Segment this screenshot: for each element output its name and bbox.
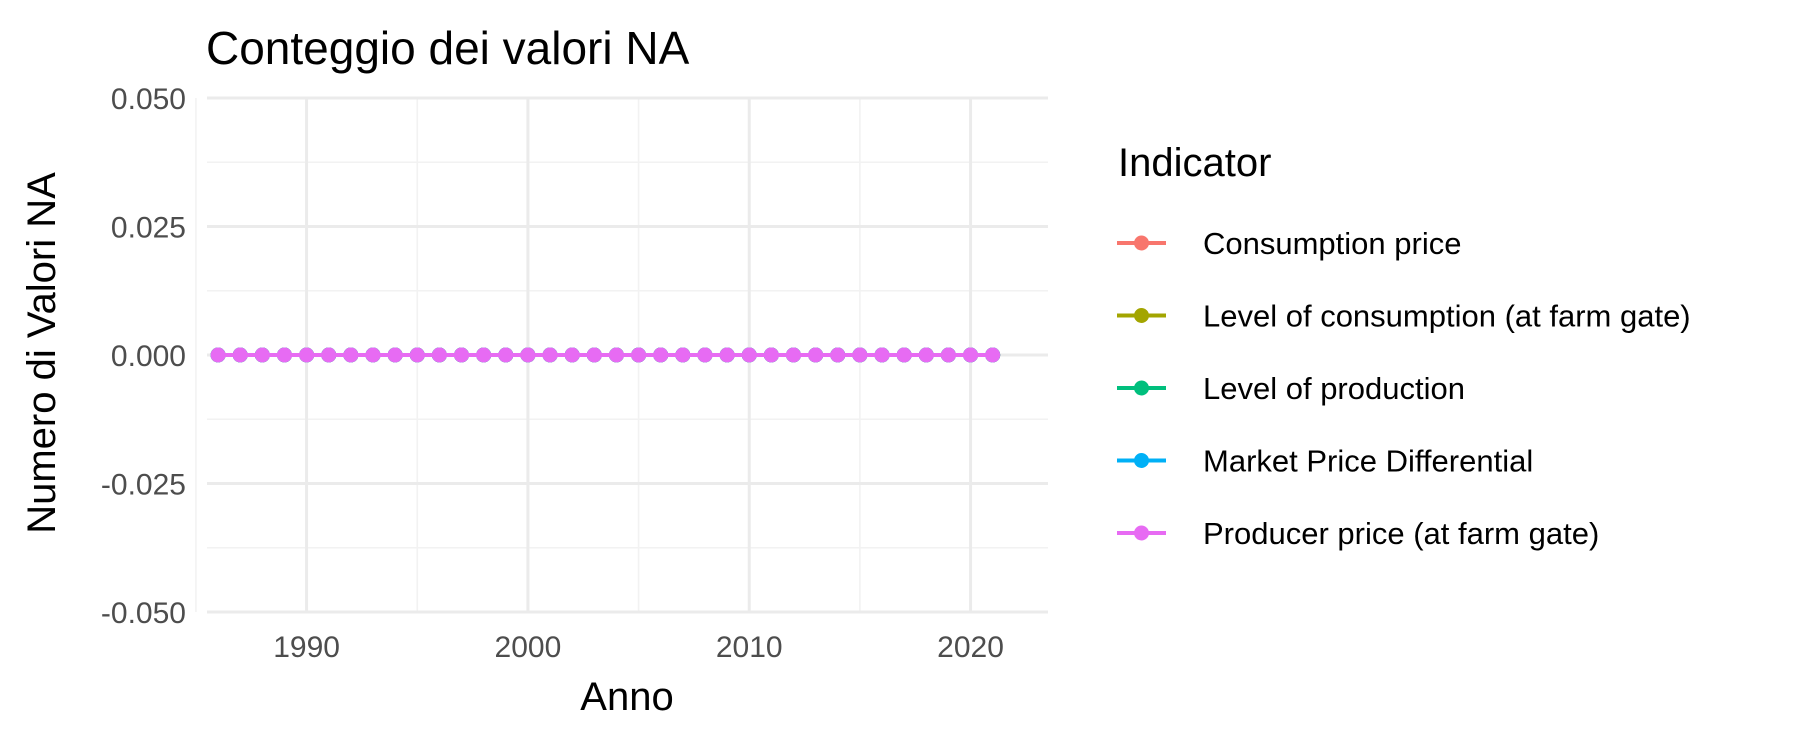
data-point [387,347,403,363]
chart-title: Conteggio dei valori NA [206,22,690,74]
x-axis-title: Anno [580,675,673,719]
grid [195,96,1048,614]
y-axis-ticks: -0.050 -0.025 0.000 0.025 0.050 [101,83,186,630]
legend-item: Level of production [1117,371,1465,406]
data-point [299,347,315,363]
x-tick-label: 2020 [937,631,1004,664]
legend-label: Level of production [1203,371,1465,406]
data-point [653,347,669,363]
legend-item: Consumption price [1117,226,1461,261]
data-point [785,347,801,363]
data-point [896,347,912,363]
y-tick-label: 0.050 [111,83,186,116]
y-axis-title: Numero di Valori NA [20,172,64,534]
data-point [498,347,514,363]
legend-key-point [1134,380,1149,396]
data-point [940,347,956,363]
legend-label: Market Price Differential [1203,444,1533,479]
data-point [431,347,447,363]
data-point [232,347,248,363]
legend-key-point [1134,308,1149,323]
data-point [918,347,934,363]
data-point [719,347,735,363]
data-point [741,347,757,363]
data-point [985,347,1001,363]
data-point [874,347,890,363]
legend-key-point [1134,525,1149,541]
legend: Indicator Consumption price Level of cons… [1117,141,1691,551]
data-point [365,347,381,363]
legend-item: Producer price (at farm gate) [1117,516,1599,551]
data-point [608,347,624,363]
data-point [476,347,492,363]
data-point [830,347,846,363]
data-point [454,347,470,363]
x-tick-label: 2000 [495,631,562,664]
legend-items: Consumption price Level of consumption (a… [1117,226,1691,551]
legend-title: Indicator [1118,141,1271,185]
y-tick-label: 0.025 [111,212,186,245]
data-point [586,347,602,363]
data-point [210,347,226,363]
legend-item: Level of consumption (at farm gate) [1117,299,1691,334]
series-producer-price-at-farm-gate [210,347,1001,363]
data-point [808,347,824,363]
x-axis-ticks: 1990 2000 2010 2020 [273,631,1004,664]
data-point [542,347,558,363]
data-point [697,347,713,363]
legend-key-point [1134,235,1149,251]
data-point [675,347,691,363]
legend-label: Producer price (at farm gate) [1203,516,1599,551]
data-point [276,347,292,363]
data-point [321,347,337,363]
legend-label: Level of consumption (at farm gate) [1203,299,1691,334]
data-point [963,347,979,363]
plot-series [210,347,1001,363]
x-tick-label: 1990 [273,631,340,664]
y-tick-label: 0.000 [111,340,186,373]
legend-key-point [1134,453,1149,468]
y-tick-label: -0.025 [101,469,186,502]
data-point [343,347,359,363]
x-tick-label: 2010 [716,631,783,664]
legend-item: Market Price Differential [1117,444,1533,479]
data-point [409,347,425,363]
data-point [254,347,270,363]
data-point [564,347,580,363]
data-point [763,347,779,363]
legend-label: Consumption price [1203,226,1461,261]
data-point [520,347,536,363]
data-point [852,347,868,363]
y-tick-label: -0.050 [101,597,186,630]
data-point [631,347,647,363]
